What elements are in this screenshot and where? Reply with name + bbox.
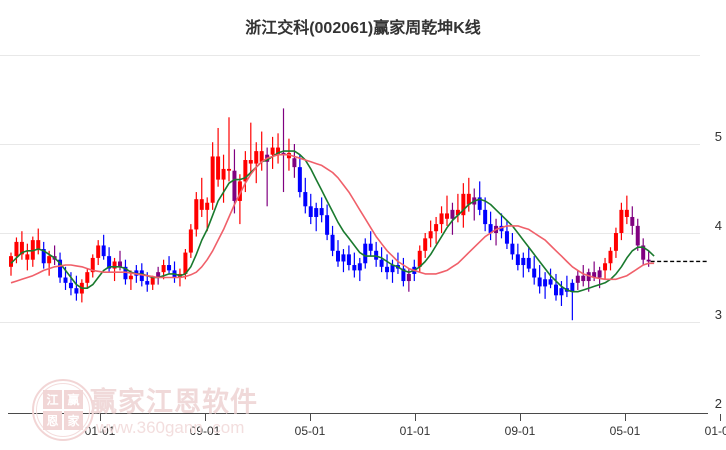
gridline-4 bbox=[0, 233, 700, 234]
seal-char-1: 赢 bbox=[64, 390, 83, 409]
x-tick-label-4: 09-01 bbox=[504, 424, 536, 438]
x-tick-3 bbox=[415, 414, 416, 421]
seal-char-2: 恩 bbox=[43, 411, 62, 430]
x-tick-1 bbox=[205, 414, 206, 421]
watermark-brand: 赢家江恩软件 bbox=[90, 387, 258, 417]
watermark-url: www.360gann .com bbox=[96, 418, 245, 437]
y-tick-label-5: 5 bbox=[714, 129, 722, 144]
x-tick-0 bbox=[100, 414, 101, 421]
seal-logo-icon: 江 赢 恩 家 bbox=[32, 379, 94, 441]
page-title: 浙江交科(002061)赢家周乾坤K线 bbox=[245, 20, 481, 37]
x-tick-label-2: 05-01 bbox=[294, 424, 326, 438]
gridline-top bbox=[0, 55, 700, 56]
y-tick-label-4: 4 bbox=[714, 218, 722, 233]
y-tick-label-3: 3 bbox=[714, 307, 722, 322]
x-tick-label-0: 01-01 bbox=[84, 424, 116, 438]
seal-char-0: 江 bbox=[43, 390, 62, 409]
x-tick-label-6: 01-01 bbox=[704, 424, 726, 438]
seal-char-3: 家 bbox=[64, 411, 83, 430]
x-tick-2 bbox=[310, 414, 311, 421]
x-axis-line bbox=[8, 413, 708, 414]
x-tick-4 bbox=[520, 414, 521, 421]
y-tick-label-2: 2 bbox=[714, 396, 722, 411]
x-tick-6 bbox=[720, 414, 721, 421]
gridline-5 bbox=[0, 144, 700, 145]
x-tick-label-1: 09-01 bbox=[189, 424, 221, 438]
x-tick-label-3: 01-01 bbox=[399, 424, 431, 438]
x-tick-label-5: 05-01 bbox=[609, 424, 641, 438]
x-tick-5 bbox=[625, 414, 626, 421]
gridline-3 bbox=[0, 322, 700, 323]
